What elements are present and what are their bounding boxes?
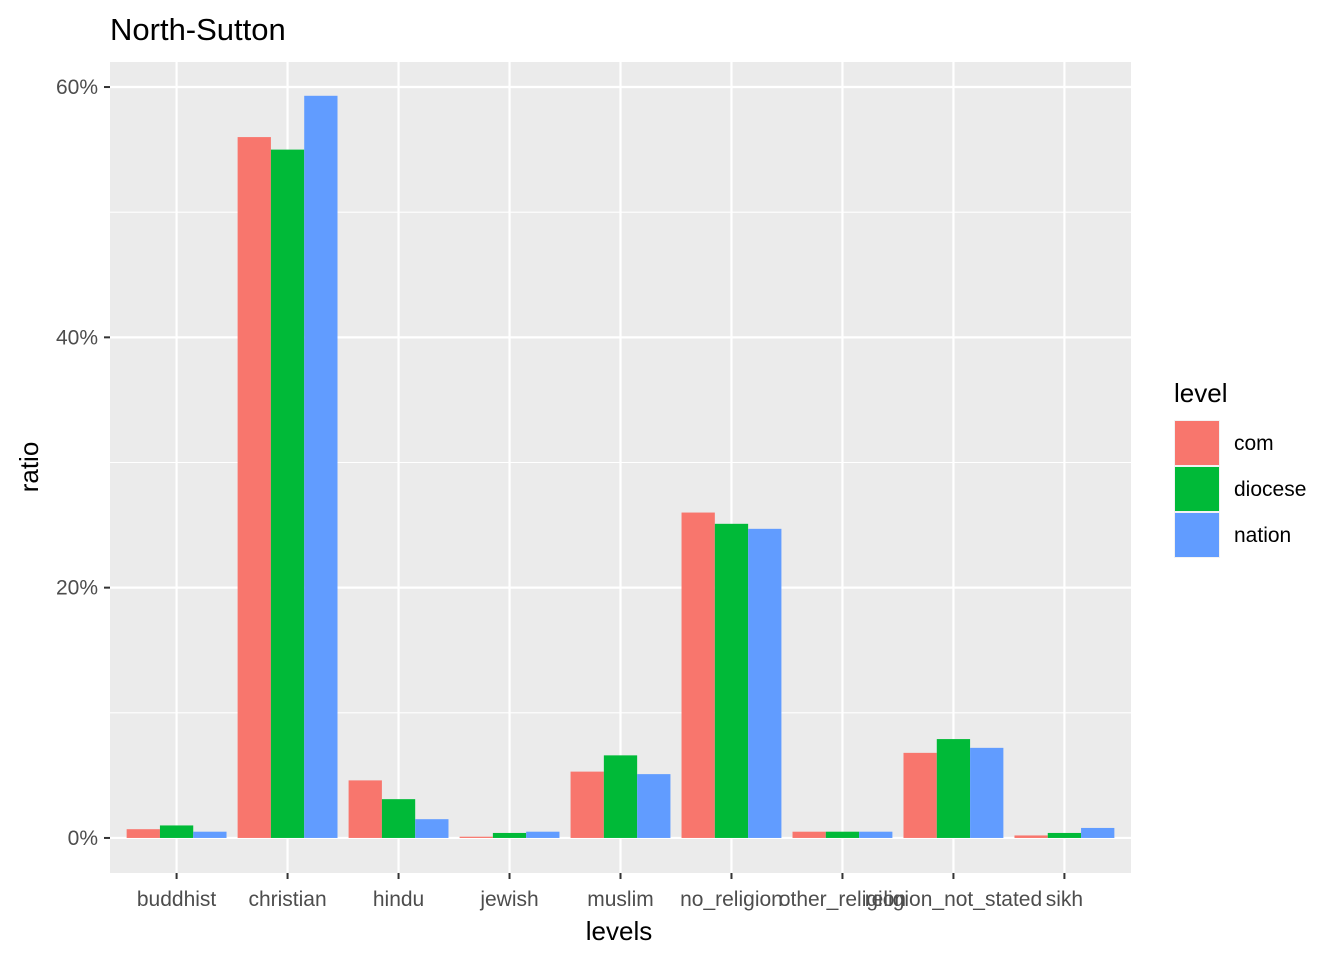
bar-diocese-muslim [603,755,638,838]
bar-nation-christian [304,95,338,838]
bar-nation-buddhist [193,831,227,838]
y-axis: 0% 20% 40% 60% [56,76,110,850]
bar-diocese-no_religion [714,523,749,838]
legend-title: level [1174,378,1227,408]
legend-swatch-diocese [1175,467,1219,511]
bar-diocese-sikh [1047,832,1082,838]
bar-nation-other_religion [859,831,893,838]
bar-com-other_religion [792,831,826,838]
bar-nation-sikh [1081,827,1115,838]
x-axis-title: levels [586,916,652,946]
y-axis-title: ratio [14,442,44,493]
bar-nation-muslim [637,774,671,838]
bar-com-religion_not_stated [903,752,937,838]
bar-diocese-hindu [381,799,416,838]
bar-diocese-christian [270,149,305,838]
legend-label-nation: nation [1234,524,1291,547]
legend-swatch-com [1175,421,1219,465]
y-tick-label: 40% [56,326,98,349]
bar-com-sikh [1014,835,1048,838]
bars [126,95,1115,838]
bar-nation-religion_not_stated [970,747,1004,838]
x-tick-label: christian [248,888,326,911]
x-tick-label: muslim [587,888,654,911]
x-axis: buddhist christian hindu jewish muslim no_rel… [137,873,1083,911]
bar-com-buddhist [126,829,160,838]
bar-com-no_religion [681,512,715,838]
chart-title: North-Sutton [110,12,286,47]
x-tick-label: jewish [479,888,538,911]
bar-com-hindu [348,780,382,838]
legend-label-diocese: diocese [1234,478,1306,501]
bar-nation-hindu [415,819,449,838]
legend-swatch-nation [1175,513,1219,557]
x-tick-label: no_religion [680,888,783,911]
x-tick-label: sikh [1046,888,1083,911]
y-tick-label: 60% [56,76,98,99]
bar-nation-jewish [526,831,560,838]
x-tick-label: buddhist [137,888,217,911]
bar-com-christian [237,137,271,838]
y-tick-label: 0% [68,827,98,850]
bar-diocese-jewish [492,832,527,838]
bar-com-jewish [459,836,493,838]
bar-diocese-other_religion [825,831,860,838]
bar-diocese-religion_not_stated [936,739,971,838]
legend-label-com: com [1234,432,1274,455]
legend: level com diocese nation [1174,378,1306,558]
x-tick-label: religion_not_stated [865,888,1042,911]
bar-diocese-buddhist [159,825,194,838]
x-tick-label: other_religion [779,888,906,911]
y-tick-label: 20% [56,577,98,600]
x-tick-label: hindu [373,888,424,911]
bar-com-muslim [570,771,604,838]
bar-nation-no_religion [748,528,782,838]
